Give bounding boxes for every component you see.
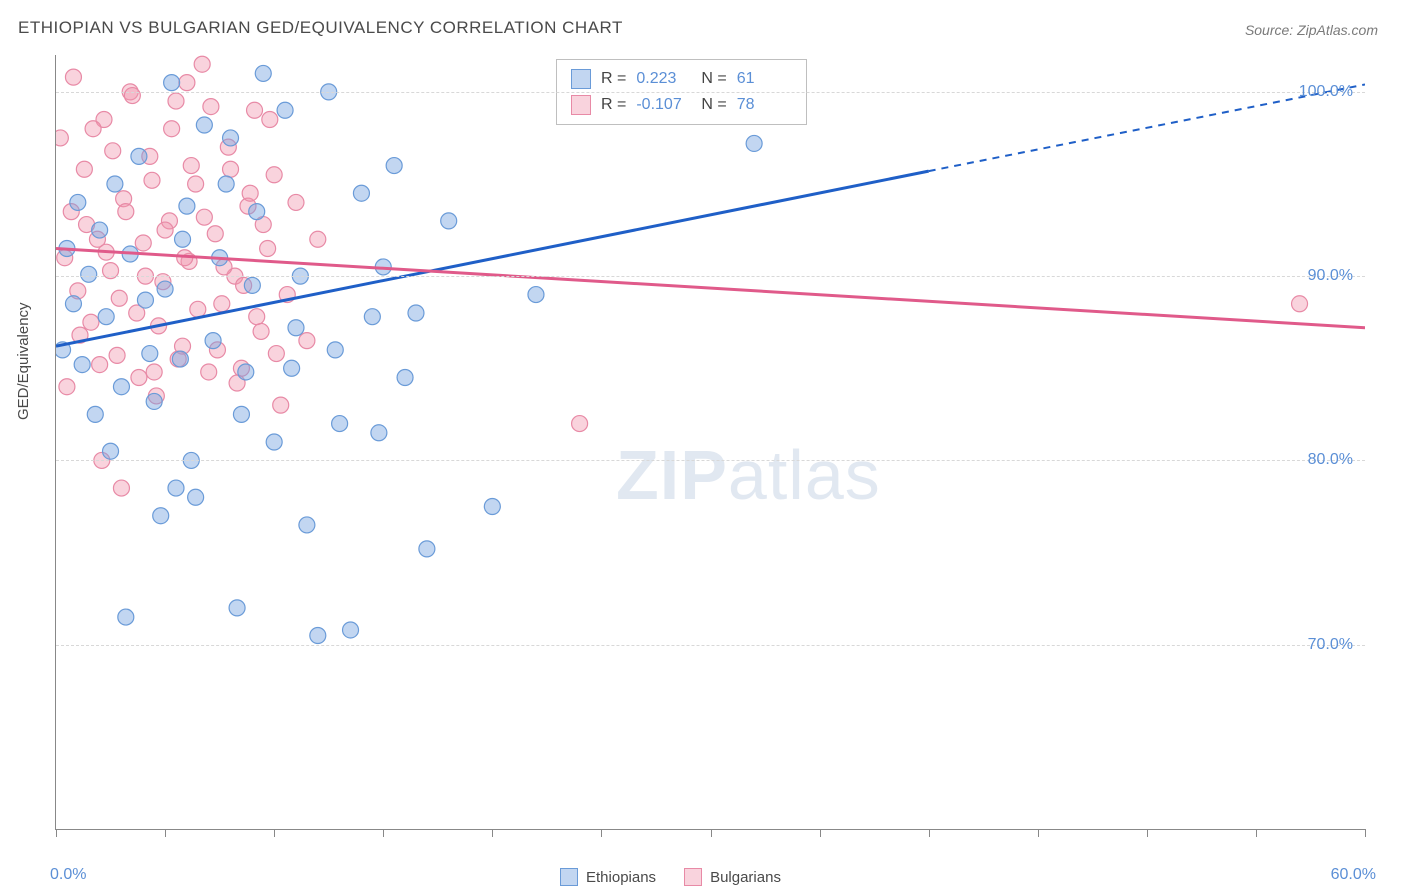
n-value-series2: 78 [737,96,792,114]
legend-label-series2: Bulgarians [710,869,781,886]
y-tick-label: 100.0% [1299,83,1353,101]
grid-line [56,276,1365,277]
x-tick [1365,829,1366,837]
x-tick [1038,829,1039,837]
y-tick-label: 80.0% [1308,451,1353,469]
x-tick [820,829,821,837]
watermark: ZIPatlas [616,435,881,515]
x-tick [1256,829,1257,837]
x-tick [56,829,57,837]
watermark-atlas: atlas [728,436,881,514]
swatch-series1 [571,69,591,89]
x-tick [274,829,275,837]
x-tick [929,829,930,837]
x-tick [711,829,712,837]
stats-row-series2: R = -0.107 N = 78 [571,92,792,118]
r-label: R = [601,96,626,114]
grid-line [56,645,1365,646]
y-axis-label: GED/Equivalency [15,302,32,420]
bottom-legend: Ethiopians Bulgarians [560,868,781,886]
grid-line [56,460,1365,461]
n-label: N = [701,96,726,114]
r-value-series1: 0.223 [636,70,691,88]
plot-area: R = 0.223 N = 61 R = -0.107 N = 78 ZIPat… [55,55,1365,830]
x-tick [165,829,166,837]
n-label: N = [701,70,726,88]
swatch-series2 [571,95,591,115]
stats-row-series1: R = 0.223 N = 61 [571,66,792,92]
y-tick-label: 70.0% [1308,636,1353,654]
watermark-zip: ZIP [616,436,728,514]
x-tick [1147,829,1148,837]
x-tick [492,829,493,837]
r-label: R = [601,70,626,88]
chart-title: ETHIOPIAN VS BULGARIAN GED/EQUIVALENCY C… [18,18,623,38]
x-axis-max-label: 60.0% [1331,866,1376,884]
legend-item-series2: Bulgarians [684,868,781,886]
r-value-series2: -0.107 [636,96,691,114]
grid-line [56,92,1365,93]
x-axis-min-label: 0.0% [50,866,86,884]
x-tick [601,829,602,837]
chart-svg [56,55,1365,829]
swatch-series2 [684,868,702,886]
legend-item-series1: Ethiopians [560,868,656,886]
n-value-series1: 61 [737,70,792,88]
swatch-series1 [560,868,578,886]
x-tick [383,829,384,837]
y-tick-label: 90.0% [1308,267,1353,285]
source-attribution: Source: ZipAtlas.com [1245,22,1378,38]
legend-label-series1: Ethiopians [586,869,656,886]
